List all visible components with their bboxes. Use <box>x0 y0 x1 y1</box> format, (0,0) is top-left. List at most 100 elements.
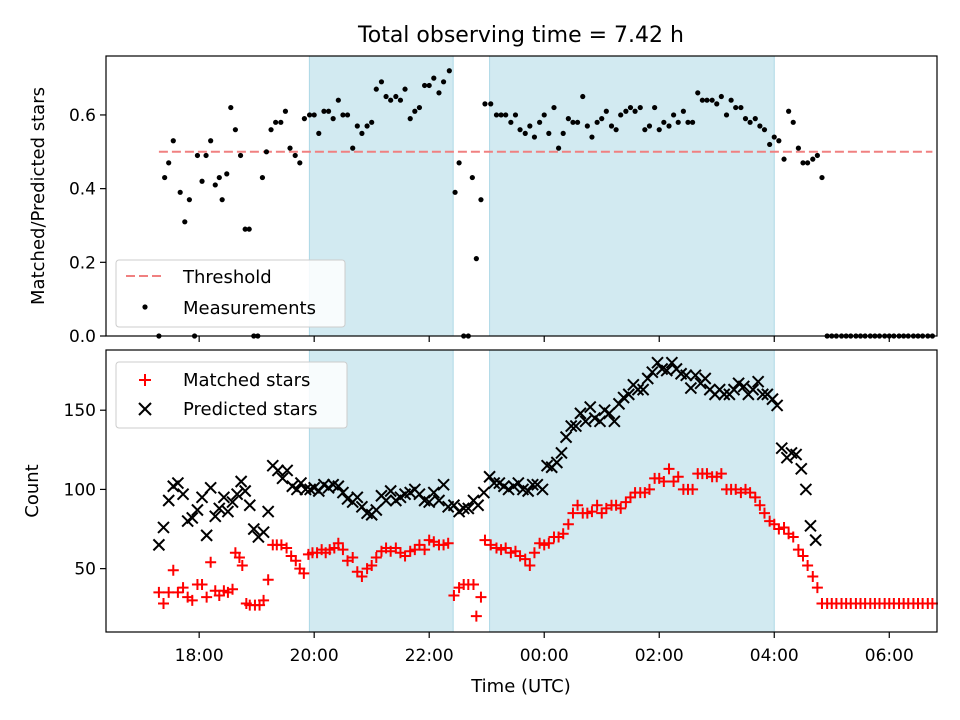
measurement-point <box>498 112 504 118</box>
ratio-legend: Threshold Measurements <box>115 259 346 328</box>
measurement-point <box>162 174 168 181</box>
measurement-point <box>666 123 672 129</box>
measurement-point <box>738 104 744 111</box>
predicted-star-point <box>217 491 231 504</box>
predicted-star-point <box>756 388 769 401</box>
count-legend-box <box>115 361 348 429</box>
predicted-star-point <box>680 369 693 382</box>
predicted-star-point <box>665 356 679 369</box>
predicted-star-point <box>200 529 213 542</box>
matched-star-point <box>749 491 761 503</box>
predicted-star-point <box>602 407 616 420</box>
ratio-plot-frame <box>105 55 938 337</box>
predicted-star-point <box>608 415 621 428</box>
ratio-y-axis: 0.0 0.2 0.4 0.6 <box>69 106 106 347</box>
y-tick-label: 0.6 <box>69 106 96 126</box>
measurement-point <box>733 104 739 111</box>
count-plot: 50 100 150 18:00 20:00 22:00 00:00 02:00 04:00 0… <box>22 349 938 697</box>
measurement-point <box>378 79 385 85</box>
predicted-star-point <box>213 502 226 515</box>
measurement-point <box>194 152 201 159</box>
measurement-point <box>440 79 447 85</box>
measurement-point <box>321 108 327 114</box>
predicted-star-point <box>574 407 587 420</box>
matched-star-point <box>591 499 603 511</box>
measurement-point <box>531 134 538 140</box>
predicted-star-point <box>770 399 784 412</box>
predicted-star-point <box>737 380 750 393</box>
measurement-point <box>263 149 270 155</box>
predicted-star-point <box>171 476 185 490</box>
predicted-star-point <box>294 476 308 490</box>
predicted-star-point <box>689 369 702 382</box>
measurement-point <box>170 138 176 144</box>
measurement-point <box>546 130 552 136</box>
predicted-star-point <box>162 494 175 507</box>
predicted-star-point <box>684 381 698 395</box>
measurement-point <box>714 101 720 107</box>
matched-star-point <box>356 571 368 583</box>
measurement-point <box>212 182 218 188</box>
measurement-point <box>814 152 820 159</box>
predicted-star-point <box>261 505 275 518</box>
matched-star-point <box>366 559 378 571</box>
measurement-point <box>473 256 479 262</box>
matched-star-point <box>926 597 938 609</box>
measurement-point <box>237 152 244 159</box>
measurement-point <box>182 219 188 225</box>
matched-star-point <box>442 537 454 549</box>
predicted-star-point <box>559 430 573 444</box>
predicted-star-point <box>191 503 204 517</box>
matched-star-point <box>298 567 310 579</box>
measurement-point <box>541 112 547 118</box>
matched-star-point <box>758 507 770 519</box>
predicted-star-point <box>271 464 285 477</box>
measurement-point <box>316 130 322 136</box>
measurement-point <box>393 93 399 100</box>
measurement-point <box>661 119 667 125</box>
measurement-point <box>580 93 586 100</box>
measurement-point <box>699 97 705 103</box>
predicted-star-point <box>186 511 199 525</box>
measurement-point <box>388 97 394 103</box>
measurement-point <box>478 197 484 203</box>
measurement-point <box>757 123 763 129</box>
predicted-star-point <box>550 456 564 469</box>
measurement-point <box>603 108 609 114</box>
y-tick-label: 100 <box>64 480 96 500</box>
matched-star-point <box>557 528 569 540</box>
measurement-point <box>436 90 442 96</box>
measurement-point <box>771 134 777 140</box>
measurement-point <box>608 123 615 129</box>
measurement-point <box>340 112 346 118</box>
predicted-star-point <box>422 495 436 509</box>
measurement-point <box>354 123 360 129</box>
predicted-star-point <box>221 505 235 518</box>
measurement-point <box>618 112 624 118</box>
legend-matched-swatch <box>139 374 151 386</box>
predicted-star-point <box>238 484 252 498</box>
y-tick-label: 0.0 <box>69 327 96 347</box>
measurement-point <box>527 123 533 129</box>
measurement-point <box>482 101 488 107</box>
x-tick-label: 02:00 <box>635 646 684 666</box>
measurement-point <box>642 127 648 133</box>
matched-star-point <box>347 552 359 564</box>
predicted-star-point <box>152 538 166 552</box>
measurement-point <box>246 226 252 232</box>
measurement-point <box>761 127 768 133</box>
measurement-point <box>767 141 773 148</box>
measurement-point <box>613 127 619 133</box>
measurement-point <box>781 156 787 162</box>
predicted-star-point <box>176 487 190 501</box>
predicted-star-point <box>427 486 441 499</box>
measurement-point <box>306 112 313 118</box>
matched-star-point <box>186 594 198 606</box>
matched-star-point <box>543 537 555 549</box>
measurement-point <box>594 119 600 125</box>
matched-star-point <box>290 555 302 567</box>
measurement-point <box>431 75 437 81</box>
predicted-star-point <box>579 415 592 428</box>
